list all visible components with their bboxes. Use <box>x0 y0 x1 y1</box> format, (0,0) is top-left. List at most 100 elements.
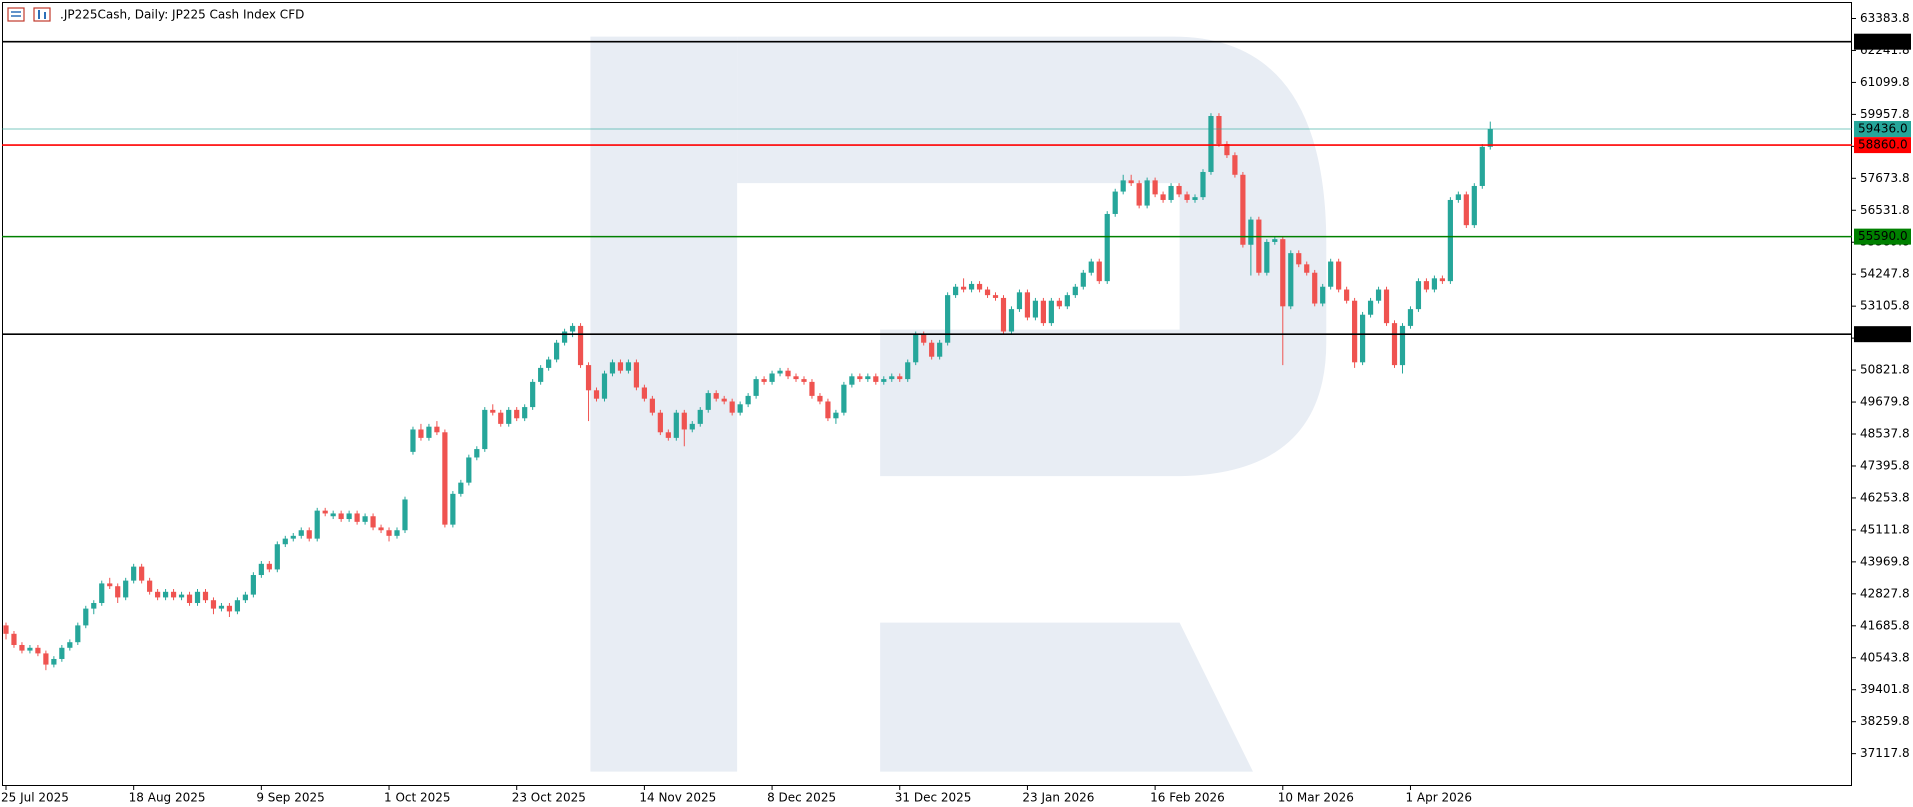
candle-body <box>1328 261 1334 287</box>
y-tick-label: 50821.8 <box>1860 363 1910 377</box>
candle-body <box>721 398 727 402</box>
candle-body <box>1344 289 1350 301</box>
candle-body <box>402 499 408 531</box>
candle-body <box>921 334 927 343</box>
candle-body <box>1455 194 1461 200</box>
candle-body <box>186 594 193 604</box>
level-label: 62555.0 <box>1858 34 1908 48</box>
candle-body <box>330 513 336 517</box>
candle-body <box>801 379 807 382</box>
candle-body <box>849 376 855 385</box>
x-tick-label: 10 Mar 2026 <box>1278 791 1354 805</box>
candle-body <box>474 449 480 458</box>
candle-body <box>250 575 256 595</box>
level-label-box <box>1854 137 1911 154</box>
candle-body <box>753 379 759 396</box>
candle-body <box>1288 253 1294 307</box>
candle-body <box>178 594 185 598</box>
y-tick-label: 43969.8 <box>1860 554 1910 568</box>
level-label: 55590.0 <box>1858 229 1908 243</box>
candle-body <box>1128 180 1134 184</box>
candle-body <box>633 362 640 388</box>
x-tick-label: 23 Jan 2026 <box>1022 791 1094 805</box>
y-tick-label: 54247.8 <box>1860 267 1910 281</box>
candle-body <box>554 342 560 360</box>
y-tick-label: 40543.8 <box>1860 650 1910 664</box>
candle-body <box>378 527 384 531</box>
candle-body <box>546 359 552 368</box>
candle-body <box>769 373 775 382</box>
candle-body <box>482 409 488 450</box>
candle-body <box>761 379 767 382</box>
candle-body <box>394 530 400 536</box>
candle-body <box>266 563 272 570</box>
candle-body <box>1104 213 1110 282</box>
y-tick-label: 61099.8 <box>1860 75 1910 89</box>
candle-body <box>170 591 177 598</box>
x-tick-label: 18 Aug 2025 <box>129 791 206 805</box>
candle-body <box>697 409 703 424</box>
y-tick-label: 38259.8 <box>1860 714 1910 728</box>
y-tick-label: 56531.8 <box>1860 203 1910 217</box>
icon-list[interactable] <box>7 7 25 22</box>
candle-body <box>83 608 89 626</box>
y-tick-label: 53105.8 <box>1860 299 1910 313</box>
candle-body <box>426 426 432 438</box>
logo-bowl <box>737 36 1327 477</box>
candle-body <box>713 393 719 399</box>
candle-body <box>51 658 57 665</box>
candle-body <box>338 513 344 520</box>
candle-body <box>561 331 568 343</box>
candle-body <box>1240 174 1246 245</box>
candle-body <box>1399 325 1406 366</box>
candle-body <box>785 370 791 377</box>
y-tick-label: 47395.8 <box>1860 458 1910 472</box>
candle-body <box>1264 241 1270 273</box>
level-label: 58860.0 <box>1858 138 1908 152</box>
candle-body <box>609 362 616 374</box>
candle-body <box>218 605 225 609</box>
candle-body <box>434 426 440 433</box>
candle-body <box>1224 143 1230 156</box>
candle-body <box>897 376 903 380</box>
candle-body <box>19 644 25 651</box>
candle-body <box>490 409 496 413</box>
candle-body <box>865 376 871 380</box>
candle-body <box>665 432 671 438</box>
candle-body <box>657 412 663 433</box>
candle-body <box>737 404 743 413</box>
candle-body <box>1359 314 1366 363</box>
candle-body <box>258 563 264 576</box>
candle-body <box>809 381 815 396</box>
candle-body <box>1312 272 1318 304</box>
candle-body <box>1008 309 1015 332</box>
candle-body <box>705 393 711 410</box>
candle-body <box>274 544 280 570</box>
candle-body <box>1304 264 1310 273</box>
candle-body <box>1216 115 1222 144</box>
candle-body <box>1200 171 1206 198</box>
candle-body <box>577 325 584 366</box>
x-tick-label: 16 Feb 2026 <box>1150 791 1225 805</box>
candle-body <box>617 362 624 371</box>
candle-body <box>1088 261 1094 273</box>
candle-body <box>1431 278 1438 290</box>
candle-body <box>825 401 831 419</box>
candle-body <box>649 398 655 413</box>
candle-body <box>43 653 49 665</box>
candle-body <box>1032 300 1039 318</box>
candle-body <box>945 295 951 343</box>
x-tick-label: 1 Oct 2025 <box>384 791 451 805</box>
candle-body <box>1000 297 1007 332</box>
candle-body <box>593 390 600 399</box>
x-tick-label: 14 Nov 2025 <box>639 791 716 805</box>
icon-chart[interactable] <box>33 7 51 22</box>
candle-body <box>1048 300 1054 324</box>
toolbar-icons <box>7 7 51 22</box>
candle-body <box>777 370 783 374</box>
candle-body <box>1016 292 1023 310</box>
plot-area <box>3 113 1493 671</box>
chart-title: .JP225Cash, Daily: JP225 Cash Index CFD <box>60 8 304 22</box>
candle-body <box>226 605 233 612</box>
x-tick-label: 1 Apr 2026 <box>1405 791 1472 805</box>
